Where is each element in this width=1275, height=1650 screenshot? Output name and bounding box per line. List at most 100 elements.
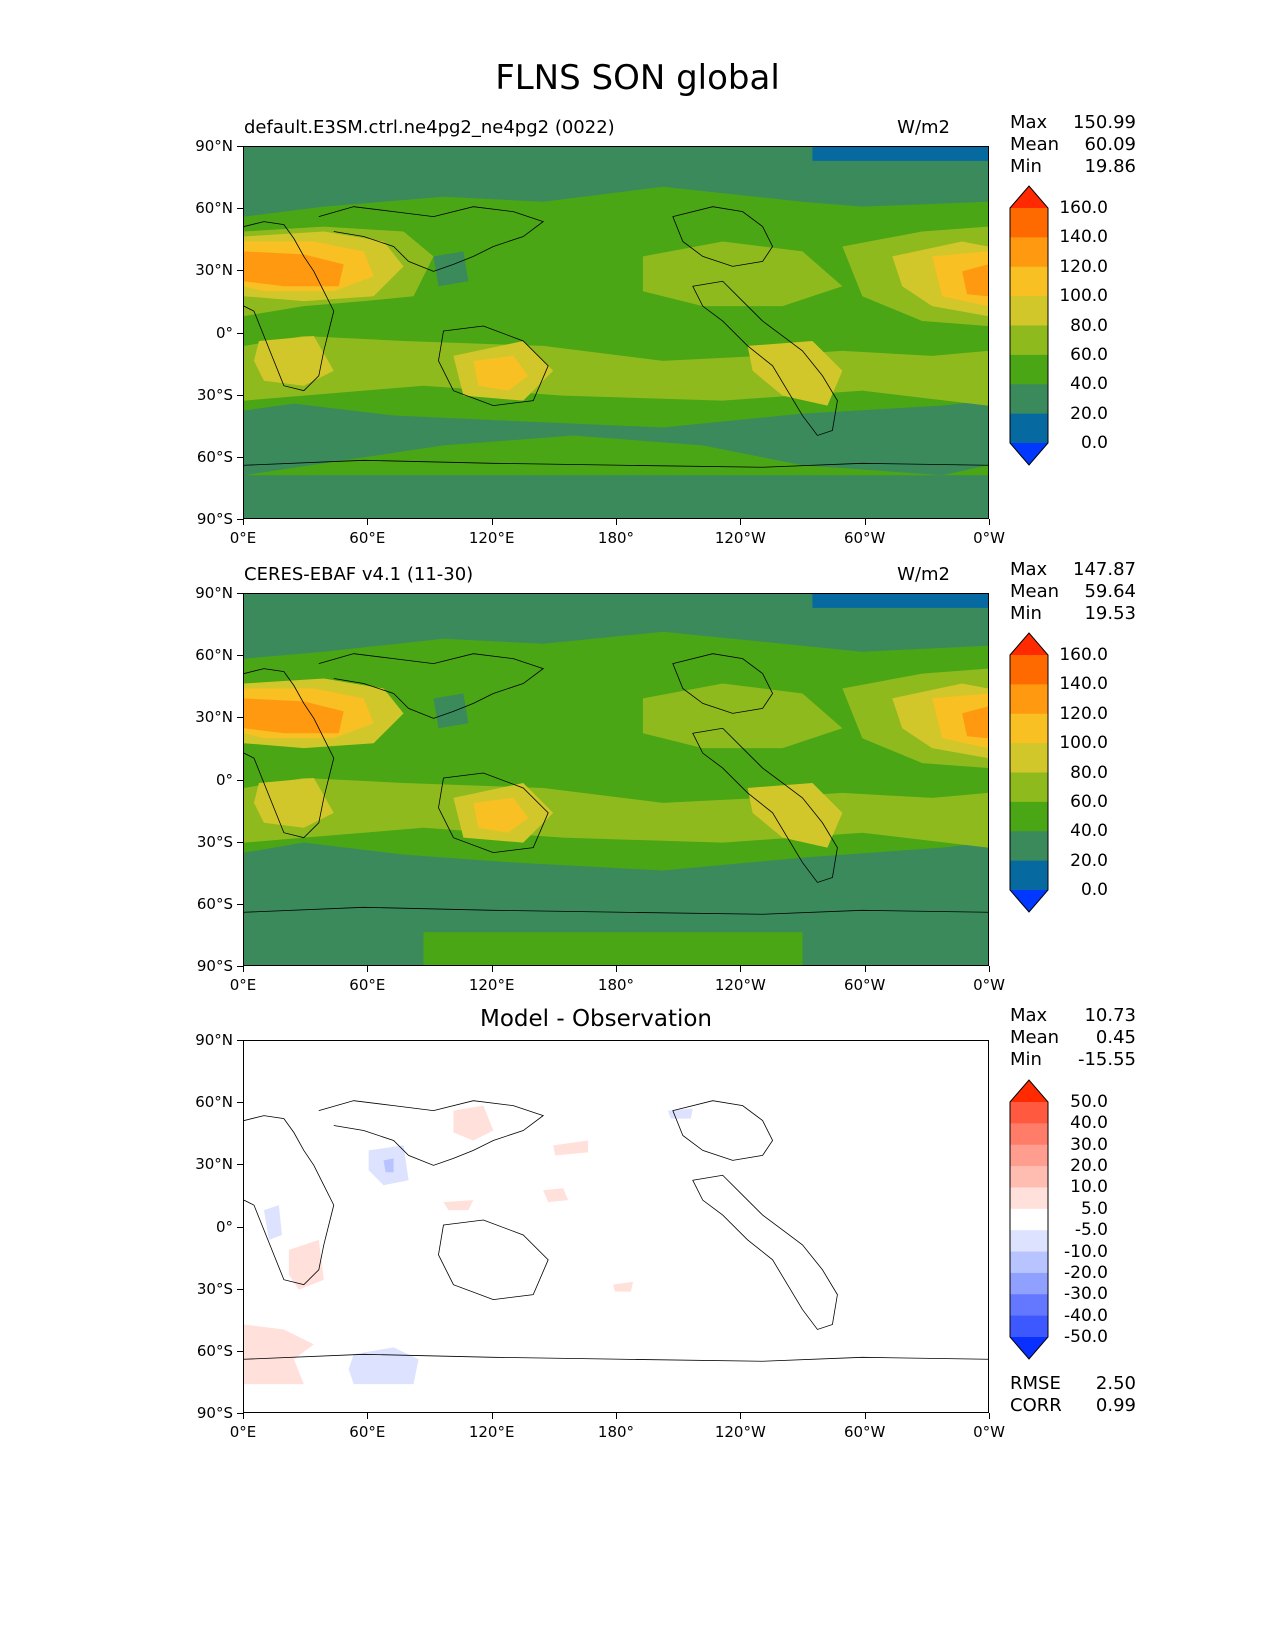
y-tick-mark xyxy=(237,966,243,967)
y-tick-label: 30°S xyxy=(196,832,233,851)
stat-label: Min xyxy=(1010,603,1042,624)
panel1-map xyxy=(243,146,989,519)
colorbar-bottom-extend xyxy=(1010,1337,1048,1359)
colorbar-segment xyxy=(1010,831,1048,862)
colorbar-segment xyxy=(1010,1230,1048,1253)
colorbar-tick-label: 160.0 xyxy=(1059,198,1108,218)
y-tick-mark xyxy=(237,1102,243,1104)
colorbar-segment xyxy=(1010,1315,1048,1338)
colorbar-tick-label: 60.0 xyxy=(1070,791,1108,812)
y-tick-mark xyxy=(237,779,243,781)
x-tick-label: 120°E xyxy=(468,1423,515,1441)
colorbar-top-extend xyxy=(1010,633,1048,655)
colorbar-tick-label: -5.0 xyxy=(1074,1220,1108,1241)
y-tick-mark xyxy=(237,394,243,396)
x-tick-mark xyxy=(616,519,617,525)
y-tick-mark xyxy=(237,456,243,458)
y-tick-label: 90°N xyxy=(195,137,233,155)
y-tick-mark xyxy=(237,270,243,272)
x-tick-label: 60°E xyxy=(349,1423,386,1441)
y-tick-mark xyxy=(237,655,243,657)
colorbar-segment xyxy=(1010,208,1048,238)
colorbar-tick-label: 40.0 xyxy=(1070,1113,1108,1134)
x-tick-mark xyxy=(989,966,990,972)
colorbar-segment xyxy=(1010,413,1048,444)
colorbar-outline xyxy=(1009,632,1049,913)
stat-label: Min xyxy=(1010,156,1042,177)
x-tick-label: 180° xyxy=(597,976,635,994)
y-tick-label: 30°N xyxy=(195,708,233,727)
colorbar xyxy=(1009,1079,1049,1360)
stat-value: 19.53 xyxy=(1084,603,1136,624)
x-tick-label: 180° xyxy=(597,529,635,547)
stat-max: Max 147.87 xyxy=(1010,559,1136,581)
panel1-stats: Max 150.99 Mean 60.09 Min 19.86 xyxy=(1010,112,1136,178)
x-tick-mark xyxy=(989,1413,990,1419)
stat-label: Mean xyxy=(1010,1027,1060,1048)
stat-value: -15.55 xyxy=(1077,1049,1136,1070)
stat-min: Min 19.86 xyxy=(1010,156,1136,178)
metric-label: RMSE xyxy=(1010,1373,1061,1394)
stat-value: 19.86 xyxy=(1084,156,1136,177)
colorbar-segment xyxy=(1010,325,1048,356)
x-tick-mark xyxy=(491,1413,493,1419)
panel1-left-title: default.E3SM.ctrl.ne4pg2_ne4pg2 (0022) xyxy=(244,117,615,138)
colorbar-tick-label: 120.0 xyxy=(1059,256,1108,277)
y-tick-mark xyxy=(237,519,243,520)
x-tick-mark xyxy=(864,1413,866,1419)
colorbar-segment xyxy=(1010,296,1048,326)
stat-value: 147.87 xyxy=(1073,559,1136,580)
colorbar-tick-label: 100.0 xyxy=(1059,733,1108,754)
colorbar-segment xyxy=(1010,684,1048,715)
stat-value: 10.73 xyxy=(1084,1005,1136,1026)
x-tick-mark xyxy=(367,519,369,525)
panel2-map-svg xyxy=(244,594,988,965)
stat-value: 150.99 xyxy=(1073,112,1136,133)
colorbar-tick-label: 20.0 xyxy=(1070,1156,1108,1177)
x-tick-label: 60°W xyxy=(843,1423,886,1441)
y-tick-label: 60°N xyxy=(195,199,233,218)
stat-min: Min 19.53 xyxy=(1010,603,1136,625)
colorbar-top-extend xyxy=(1010,186,1048,208)
x-tick-label: 60°W xyxy=(843,976,886,994)
x-tick-mark xyxy=(616,1413,617,1419)
colorbar-segment xyxy=(1010,1123,1048,1146)
x-tick-label: 0°E xyxy=(229,529,257,547)
colorbar-tick-label: 40.0 xyxy=(1070,821,1108,842)
x-tick-mark xyxy=(243,519,244,525)
colorbar-bottom-extend xyxy=(1010,443,1048,465)
colorbar-segment xyxy=(1010,772,1048,803)
y-tick-mark xyxy=(237,1164,243,1166)
metric-corr: CORR 0.99 xyxy=(1010,1395,1136,1417)
colorbar-tick-label: 40.0 xyxy=(1070,374,1108,395)
colorbar-segment xyxy=(1010,1144,1048,1167)
x-tick-mark xyxy=(243,1413,244,1419)
y-tick-label: 60°N xyxy=(195,646,233,665)
x-tick-mark xyxy=(740,1413,742,1419)
figure-title: FLNS SON global xyxy=(495,58,780,98)
y-tick-mark xyxy=(237,332,243,334)
colorbar xyxy=(1009,632,1049,913)
colorbar-segment xyxy=(1010,860,1048,891)
y-tick-label: 30°N xyxy=(195,261,233,280)
colorbar-tick-label: -50.0 xyxy=(1064,1327,1108,1347)
y-tick-mark xyxy=(237,841,243,843)
panel1-units: W/m2 xyxy=(897,117,950,138)
colorbar-tick-label: 140.0 xyxy=(1059,227,1108,248)
x-tick-mark xyxy=(243,966,244,972)
panel3-map-svg xyxy=(244,1041,988,1412)
y-tick-label: 30°S xyxy=(196,1279,233,1298)
x-tick-mark xyxy=(989,519,990,525)
colorbar-tick-label: 0.0 xyxy=(1080,880,1108,900)
colorbar-tick-label: 80.0 xyxy=(1070,315,1108,336)
x-tick-label: 0°W xyxy=(973,529,1005,547)
colorbar-segment xyxy=(1010,1251,1048,1274)
colorbar-bottom-extend xyxy=(1010,890,1048,912)
colorbar-tick-label: 20.0 xyxy=(1070,403,1108,424)
stat-min: Min -15.55 xyxy=(1010,1049,1136,1071)
colorbar-segment xyxy=(1010,713,1048,744)
colorbar-segment xyxy=(1010,1187,1048,1210)
x-tick-label: 60°E xyxy=(349,976,386,994)
stat-max: Max 150.99 xyxy=(1010,112,1136,134)
x-tick-label: 0°W xyxy=(973,976,1005,994)
